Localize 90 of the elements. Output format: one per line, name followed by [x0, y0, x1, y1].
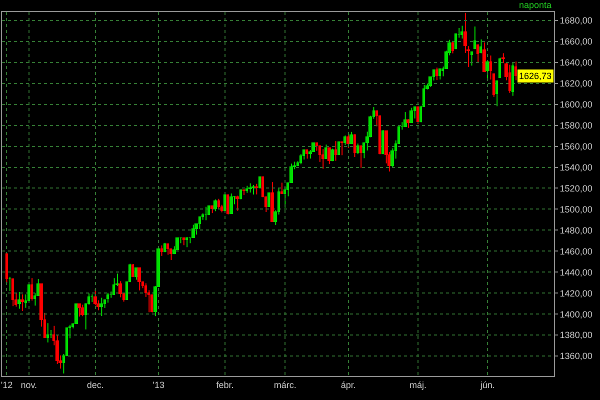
candlestick	[185, 236, 188, 248]
candlestick	[495, 80, 498, 107]
candlestick	[403, 112, 407, 128]
candlestick	[150, 294, 153, 313]
candlestick	[305, 149, 308, 160]
candlestick	[413, 106, 416, 119]
y-tick-label: 1480,00	[560, 225, 592, 236]
candlestick	[226, 194, 229, 215]
y-tick-label: 1500,00	[560, 204, 592, 214]
candlestick	[302, 149, 305, 160]
candlestick	[470, 51, 473, 66]
candlestick	[438, 68, 441, 80]
candlestick	[349, 131, 353, 144]
x-tick-label: jún.	[479, 380, 495, 390]
candlestick	[498, 57, 501, 78]
candlestick	[11, 278, 14, 307]
candlestick	[337, 141, 340, 155]
candlestick	[30, 278, 33, 302]
y-tick-label: 1440,00	[560, 267, 592, 278]
candlestick	[343, 134, 346, 146]
candlestick	[356, 143, 359, 155]
candlestick	[381, 130, 384, 155]
y-tick-label: 1640,00	[560, 58, 592, 68]
x-tick-label: '12	[0, 380, 13, 390]
candlestick	[46, 322, 49, 343]
candlestick	[353, 134, 356, 158]
y-tick-label: 1560,00	[560, 141, 592, 152]
candlestick	[267, 192, 270, 207]
candlestick	[299, 154, 302, 165]
candlestick	[258, 176, 261, 189]
candlestick	[77, 303, 81, 318]
y-tick-label: 1460,00	[560, 246, 592, 256]
y-tick-label: 1380,00	[560, 330, 592, 340]
y-tick-label: 1680,00	[560, 16, 592, 26]
candlestick	[137, 267, 141, 291]
candlestick	[340, 141, 343, 156]
candlestick	[191, 224, 195, 238]
candlestick	[501, 52, 505, 64]
text: 1626,73	[519, 71, 552, 81]
x-tick-label: febr.	[216, 380, 234, 390]
y-tick-label: 1360,00	[560, 351, 592, 362]
candlestick	[330, 148, 334, 162]
y-tick-label: 1580,00	[560, 120, 592, 130]
candlestick	[508, 64, 511, 94]
candlestick	[485, 61, 489, 81]
candlestick	[409, 107, 413, 124]
y-tick-label: 1620,00	[560, 78, 592, 88]
candlestick	[106, 292, 109, 304]
candlestick	[416, 106, 419, 124]
x-tick-label: dec.	[86, 380, 104, 390]
text: naponta	[519, 0, 552, 10]
candlestick	[217, 198, 220, 210]
x-tick-label: máj.	[409, 380, 426, 390]
candlestick	[324, 144, 327, 160]
candlestick	[198, 216, 201, 230]
y-tick-label: 1400,00	[560, 309, 592, 320]
candlestick	[479, 38, 482, 54]
candlestick	[229, 192, 233, 214]
y-tick-label: 1660,00	[560, 36, 592, 47]
candlestick	[334, 140, 337, 162]
x-tick-label: '13	[152, 380, 164, 390]
candlestick	[514, 61, 517, 81]
candlestick	[248, 182, 252, 194]
candlestick	[239, 189, 242, 200]
candlestick	[112, 278, 115, 296]
candlestick	[451, 40, 454, 54]
candlestick	[213, 198, 217, 212]
candlestick	[20, 294, 24, 312]
candlestick	[473, 26, 476, 50]
candlestick	[166, 243, 169, 256]
candlestick	[321, 148, 324, 170]
x-tick-label: nov.	[20, 380, 38, 390]
candlestick	[463, 12, 467, 54]
candlestick	[99, 297, 103, 316]
x-tick-label: ápr.	[340, 380, 356, 390]
x-tick-label: márc.	[274, 380, 296, 390]
candlestick	[359, 145, 362, 168]
y-tick-label: 1520,00	[560, 183, 592, 194]
candlestick	[476, 44, 479, 63]
candlestick	[80, 304, 84, 317]
y-tick-label: 1540,00	[560, 162, 592, 172]
y-tick-label: 1600,00	[560, 99, 592, 110]
candlestick	[118, 280, 122, 298]
candlestick	[131, 263, 134, 278]
y-tick-label: 1420,00	[560, 288, 592, 298]
candlestick	[482, 42, 486, 73]
candlestick	[254, 183, 258, 195]
candlestick	[160, 244, 163, 256]
candlestick	[460, 25, 463, 40]
candlestick	[435, 67, 438, 81]
